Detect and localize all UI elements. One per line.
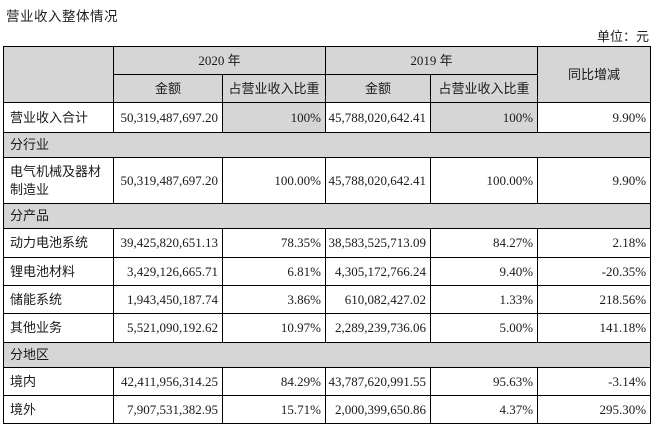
amount-2020: 50,319,487,697.20 — [113, 157, 223, 204]
section-row-product: 分产品 — [2, 203, 652, 229]
table-row-electrical: 电气机械及器材制造业 50,319,487,697.20 100.00% 45,… — [3, 157, 652, 204]
row-label: 境内 — [3, 367, 114, 396]
yoy-change: 295.30% — [537, 395, 652, 424]
amount-2020: 42,411,956,314.25 — [113, 367, 223, 396]
header-year-2020: 2020 年 — [112, 46, 327, 75]
amount-2019: 2,289,239,736.06 — [325, 313, 432, 343]
amount-2019: 38,583,525,713.09 — [325, 228, 432, 258]
amount-2019: 2,000,399,650.86 — [325, 395, 432, 424]
yoy-change: -3.14% — [537, 367, 652, 396]
yoy-change: -20.35% — [537, 257, 652, 286]
amount-2019: 45,788,020,642.41 — [325, 102, 432, 133]
table-row-domestic: 境内 42,411,956,314.25 84.29% 43,787,620,9… — [3, 367, 652, 396]
corner-cell — [3, 46, 114, 103]
proportion-2019: 100% — [430, 102, 539, 133]
row-label: 动力电池系统 — [3, 228, 114, 258]
proportion-2020: 10.97% — [221, 313, 327, 343]
amount-2020: 1,943,450,187.74 — [113, 285, 223, 314]
table-row-battery-system: 动力电池系统 39,425,820,651.13 78.35% 38,583,5… — [3, 228, 652, 258]
row-label: 其他业务 — [3, 313, 114, 343]
header-year-2019: 2019 年 — [325, 46, 539, 75]
page-title: 营业收入整体情况 — [6, 9, 118, 24]
proportion-2020: 100.00% — [221, 157, 327, 204]
row-label: 电气机械及器材制造业 — [3, 157, 114, 204]
yoy-change: 218.56% — [537, 285, 652, 314]
amount-2020: 39,425,820,651.13 — [113, 228, 223, 258]
proportion-2019: 4.37% — [430, 395, 539, 424]
amount-2020: 50,319,487,697.20 — [113, 102, 223, 133]
row-label: 储能系统 — [3, 285, 114, 314]
header-proportion-2020: 占营业收入比重 — [221, 74, 327, 103]
yoy-change: 2.18% — [537, 228, 652, 258]
section-row-industry: 分行业 — [2, 132, 652, 158]
amount-2020: 5,521,090,192.62 — [113, 313, 223, 343]
yoy-change: 9.90% — [537, 102, 652, 133]
row-label: 营业收入合计 — [3, 102, 114, 133]
header-amount-2020: 金额 — [113, 74, 223, 103]
proportion-2020: 78.35% — [221, 228, 327, 258]
proportion-2020: 84.29% — [221, 367, 327, 396]
section-label: 分产品 — [2, 203, 652, 229]
proportion-2019: 5.00% — [430, 313, 539, 343]
proportion-2020: 15.71% — [221, 395, 327, 424]
table-row-overseas: 境外 7,907,531,382.95 15.71% 2,000,399,650… — [3, 395, 652, 424]
section-label: 分地区 — [2, 342, 652, 368]
row-label: 锂电池材料 — [3, 257, 114, 286]
table-row-lithium-materials: 锂电池材料 3,429,126,665.71 6.81% 4,305,172,7… — [3, 257, 652, 286]
section-row-region: 分地区 — [2, 342, 652, 368]
proportion-2019: 1.33% — [430, 285, 539, 314]
header-row-metrics: 金额 占营业收入比重 金额 占营业收入比重 — [4, 74, 651, 103]
amount-2019: 43,787,620,991.55 — [325, 367, 432, 396]
proportion-2019: 95.63% — [430, 367, 539, 396]
row-label: 境外 — [3, 395, 114, 424]
header-yoy: 同比增减 — [537, 46, 652, 103]
section-label: 分行业 — [2, 132, 652, 158]
table-row-total: 营业收入合计 50,319,487,697.20 100% 45,788,020… — [3, 102, 652, 133]
header-row-years: 2020 年 2019 年 同比增减 — [3, 46, 652, 103]
proportion-2019: 100.00% — [430, 157, 539, 204]
table-row-other-business: 其他业务 5,521,090,192.62 10.97% 2,289,239,7… — [3, 313, 652, 343]
amount-2019: 4,305,172,766.24 — [325, 257, 432, 286]
amount-2020: 3,429,126,665.71 — [113, 257, 223, 286]
header-proportion-2019: 占营业收入比重 — [430, 74, 539, 103]
proportion-2020: 6.81% — [221, 257, 327, 286]
amount-2020: 7,907,531,382.95 — [113, 395, 223, 424]
yoy-change: 9.90% — [537, 157, 652, 204]
amount-2019: 610,082,427.02 — [325, 285, 432, 314]
proportion-2019: 9.40% — [430, 257, 539, 286]
proportion-2020: 100% — [221, 102, 327, 133]
table-row-energy-storage: 储能系统 1,943,450,187.74 3.86% 610,082,427.… — [3, 285, 652, 314]
header-amount-2019: 金额 — [325, 74, 432, 103]
proportion-2020: 3.86% — [221, 285, 327, 314]
unit-label: 单位：元 — [596, 29, 649, 44]
revenue-table: 2020 年 2019 年 同比增减 金额 占营业收入比重 金额 占营业收入比重… — [2, 46, 652, 424]
proportion-2019: 84.27% — [430, 228, 539, 258]
amount-2019: 45,788,020,642.41 — [325, 157, 432, 204]
yoy-change: 141.18% — [537, 313, 652, 343]
